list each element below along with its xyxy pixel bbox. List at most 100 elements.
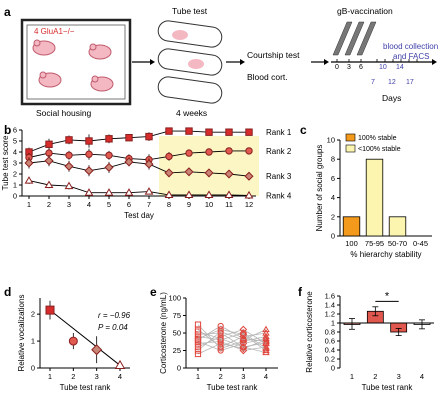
x-axis-label: Tube test rank xyxy=(60,383,112,392)
data-point xyxy=(204,168,214,178)
y-tick-label: 8 xyxy=(331,155,335,164)
chart-e-corticosterone: 0 25 50 75 100 1 2 3 4 Tube test rank Corticostero… xyxy=(159,292,278,392)
x-tick-label: 8 xyxy=(167,200,171,209)
bleed-day-7: 7 xyxy=(371,79,375,86)
y-tick-label: 10 xyxy=(327,136,335,145)
data-point xyxy=(217,326,224,333)
data-point xyxy=(144,159,154,169)
y-tick-label: 2 xyxy=(13,170,17,179)
data-point xyxy=(194,321,202,328)
x-axis-label: Tube test rank xyxy=(207,383,259,392)
vaccination-label: gB-vaccination xyxy=(337,6,393,16)
data-point xyxy=(239,343,248,351)
y-tick-label: 4 xyxy=(331,193,335,202)
individual-line xyxy=(197,329,267,351)
mouse-icon-2 xyxy=(88,43,112,60)
data-point xyxy=(44,180,54,189)
series-label: Rank 1 xyxy=(266,128,292,137)
data-point xyxy=(124,188,134,196)
series-label: Rank 4 xyxy=(266,191,292,200)
data-point xyxy=(64,181,74,190)
data-point xyxy=(184,190,194,198)
data-point xyxy=(244,171,254,181)
y-tick-label: 0.4 xyxy=(325,346,335,355)
housing-label: Social housing xyxy=(36,108,92,118)
y-tick-label: 0.2 xyxy=(325,355,335,364)
y-tick-label: 1 xyxy=(331,319,335,328)
y-tick-label: 6 xyxy=(13,126,17,135)
significance-star: * xyxy=(385,290,390,302)
vacc-day-6: 6 xyxy=(359,64,363,71)
data-point xyxy=(124,157,134,167)
y-axis-label: Relative vocalizations xyxy=(17,295,26,372)
data-point xyxy=(217,347,224,354)
data-point xyxy=(204,190,214,198)
data-point xyxy=(24,176,34,184)
data-point xyxy=(185,127,193,135)
x-tick-label: 2 xyxy=(71,372,75,381)
annotation-r: r = −0.96 xyxy=(98,311,131,320)
data-point xyxy=(262,336,270,343)
panel-d-letter: d xyxy=(4,285,11,299)
stable-period-highlight xyxy=(159,136,259,196)
housing-cage xyxy=(20,18,132,106)
data-point xyxy=(45,305,55,315)
blood-collection-label: blood collection xyxy=(383,42,438,51)
data-point xyxy=(239,330,248,339)
series-label: Rank 2 xyxy=(266,147,292,156)
y-axis-label: Relative corticosterone xyxy=(305,291,314,373)
y-tick-label: 0 xyxy=(13,192,17,201)
bar xyxy=(388,216,407,237)
y-tick-label: 0.8 xyxy=(325,328,335,337)
data-point xyxy=(145,132,153,141)
days-label: Days xyxy=(382,93,401,103)
data-point xyxy=(85,137,93,145)
courtship-label: Courtship test xyxy=(247,50,300,60)
data-point xyxy=(84,188,94,196)
y-tick-label: 1.2 xyxy=(325,310,335,319)
x-tick-label: 9 xyxy=(187,200,191,209)
data-point xyxy=(239,329,248,337)
data-point xyxy=(245,147,253,155)
data-point xyxy=(185,149,193,157)
y-tick-label: 100 xyxy=(168,294,181,303)
individual-line xyxy=(197,329,267,348)
x-tick-label: 4 xyxy=(264,372,268,381)
data-point xyxy=(225,128,233,136)
y-tick-label: 0 xyxy=(331,364,335,373)
x-tick-label: 7 xyxy=(147,200,151,209)
y-tick-label: 6 xyxy=(331,174,335,183)
x-tick-label: 75-95 xyxy=(365,239,384,248)
series-label: Rank 3 xyxy=(266,172,292,181)
arrow-head-to-timeline xyxy=(324,59,329,65)
timeline-arrow-head xyxy=(432,59,437,65)
x-tick-label: 11 xyxy=(225,200,233,209)
individual-line xyxy=(197,329,267,351)
mouse-icon-3 xyxy=(38,71,62,88)
panel-c-letter: c xyxy=(300,123,307,137)
data-point xyxy=(68,336,78,346)
facs-label: and FACS xyxy=(393,52,429,61)
data-point xyxy=(244,190,254,199)
data-point xyxy=(44,156,54,166)
arrow-head-to-tube xyxy=(150,59,155,65)
data-point xyxy=(105,135,113,143)
legend-label: <100% stable xyxy=(358,146,401,153)
data-point xyxy=(45,140,53,149)
tube-icon xyxy=(157,20,223,104)
y-tick-label: 0 xyxy=(331,232,335,241)
y-axis-label: Number of social groups xyxy=(315,145,324,232)
y-tick-label: 50 xyxy=(173,329,181,338)
y-tick-label: 1.4 xyxy=(325,301,335,310)
data-point xyxy=(262,325,270,333)
y-tick-label: 4 xyxy=(13,148,17,157)
x-tick-label: 4 xyxy=(87,200,91,209)
data-point xyxy=(205,128,213,136)
data-point xyxy=(194,328,202,335)
data-point xyxy=(24,158,34,168)
bar xyxy=(342,216,361,237)
data-point xyxy=(262,338,270,346)
data-point xyxy=(262,343,270,350)
series-line xyxy=(28,180,250,196)
y-tick-label: 0 xyxy=(31,364,35,373)
